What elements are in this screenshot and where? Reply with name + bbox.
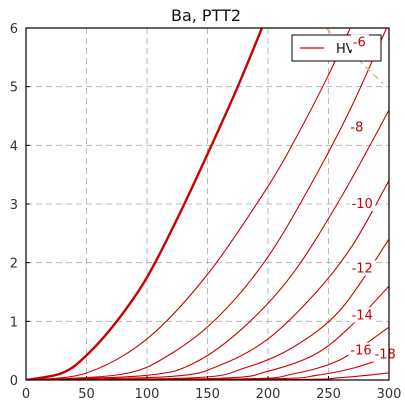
legend-label: HV <box>336 42 355 57</box>
x-tick-label: 50 <box>78 387 95 402</box>
curve-label-bg <box>348 342 375 358</box>
x-tick-label: 100 <box>135 387 160 402</box>
x-tick-label: 0 <box>22 387 30 402</box>
curve-label-bg <box>372 346 399 362</box>
y-tick-label: 3 <box>10 198 18 213</box>
curve-label: -14 <box>352 308 373 323</box>
x-tick-label: 150 <box>195 387 220 402</box>
curve-label: -18 <box>375 348 396 363</box>
y-tick-label: 5 <box>10 81 18 96</box>
x-tick-label: 200 <box>256 387 281 402</box>
curve-label: -16 <box>350 344 371 359</box>
x-tick-label: 300 <box>377 387 402 402</box>
curve-labels: -6 -8 -10 -12 -14 -16 -18 <box>348 34 399 363</box>
curve-label-bg <box>348 119 367 135</box>
curve-series-1 <box>26 28 351 380</box>
curve-label: -8 <box>350 121 363 136</box>
curve-series-2 <box>26 28 388 380</box>
axis-ticks: 0 50 100 150 200 250 300 0 1 2 3 4 5 6 <box>10 22 402 402</box>
y-tick-label: 1 <box>10 315 18 330</box>
curve-series-0 <box>26 28 264 380</box>
plot-frame <box>25 27 390 381</box>
curve-label-bg <box>349 260 376 276</box>
curve-label-bg <box>350 34 369 50</box>
curve-label-bg <box>349 307 376 323</box>
curve-series-3 <box>26 109 389 380</box>
y-tick-label: 6 <box>10 22 18 37</box>
chart-title: Ba, PTT2 <box>171 6 241 25</box>
curve-label: -12 <box>352 261 373 276</box>
curve-series-4 <box>26 180 389 380</box>
curve-label-bg <box>349 195 376 211</box>
y-tick-label: 0 <box>10 374 18 389</box>
y-tick-label: 4 <box>10 139 18 154</box>
curve-label: -6 <box>353 36 366 51</box>
y-tick-label: 2 <box>10 257 18 272</box>
curve-label: -10 <box>352 197 373 212</box>
x-tick-label: 250 <box>316 387 341 402</box>
